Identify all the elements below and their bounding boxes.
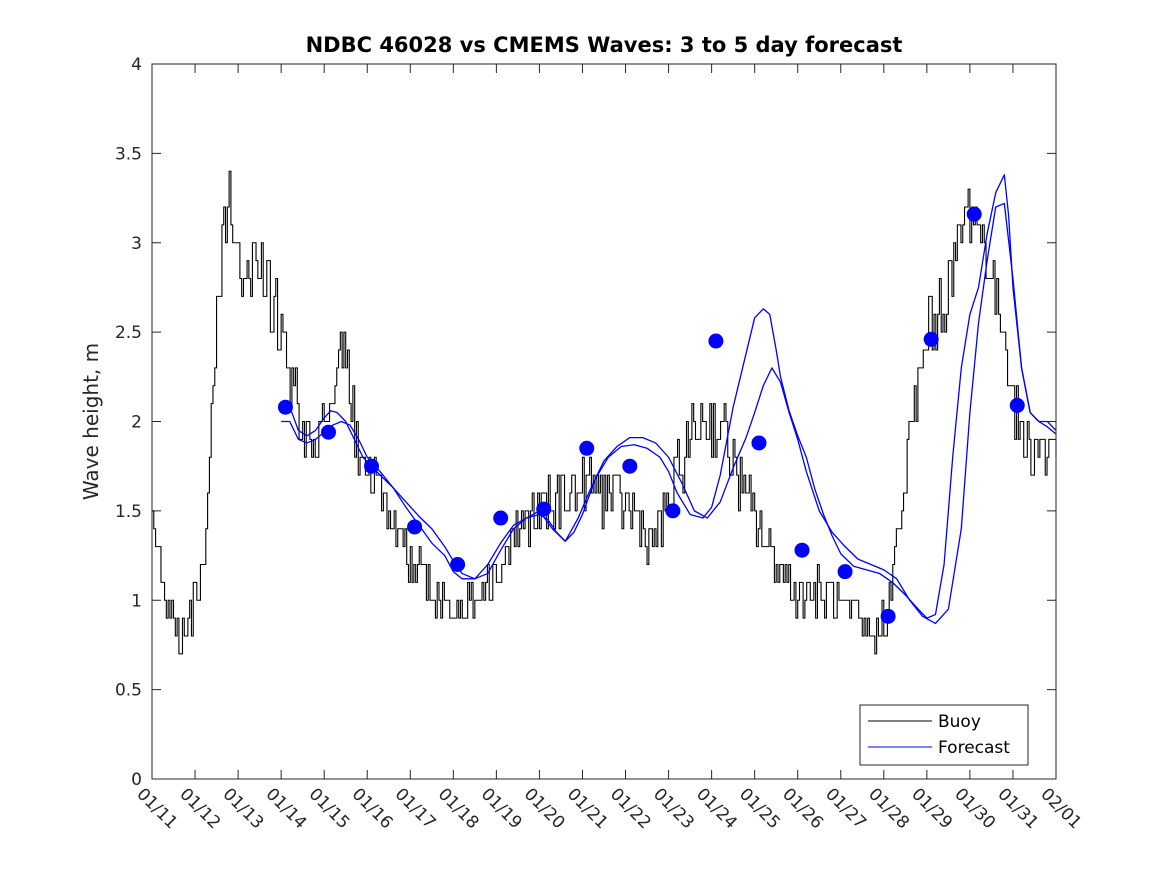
forecast-marker <box>1009 397 1025 413</box>
legend-box <box>859 704 1029 766</box>
series-line-forecast-a <box>280 174 1057 619</box>
legend: Buoy Forecast <box>859 704 1029 766</box>
series-line-forecast-b <box>281 202 1057 625</box>
series-line-buoy <box>152 170 1057 655</box>
forecast-marker <box>364 458 380 474</box>
chart-title: NDBC 46028 vs CMEMS Waves: 3 to 5 day fo… <box>306 33 903 57</box>
forecast-marker <box>751 435 767 451</box>
forecast-marker <box>277 399 293 415</box>
y-tick-label: 1.5 <box>115 502 142 522</box>
forecast-marker <box>407 519 423 535</box>
forecast-marker <box>321 424 336 440</box>
y-tick-label: 2.5 <box>115 323 142 343</box>
forecast-marker <box>794 542 810 558</box>
forecast-marker <box>923 331 939 347</box>
legend-forecast-label: Forecast <box>938 738 1010 758</box>
forecast-marker <box>708 333 724 349</box>
axes-box <box>151 63 1057 780</box>
forecast-marker <box>837 564 853 580</box>
y-tick-label: 0 <box>131 770 142 790</box>
forecast-marker <box>665 503 681 519</box>
y-tick-label: 3.5 <box>115 144 142 164</box>
forecast-marker <box>880 608 896 624</box>
legend-buoy-label: Buoy <box>938 712 981 732</box>
y-tick-label: 4 <box>131 55 142 75</box>
forecast-marker <box>450 557 466 572</box>
y-tick-label: 3 <box>131 234 142 254</box>
y-tick-label: 2 <box>131 413 142 433</box>
forecast-marker <box>579 440 595 456</box>
forecast-marker <box>966 206 982 222</box>
forecast-marker <box>493 510 509 526</box>
y-tick-label: 1 <box>131 591 142 611</box>
y-tick-label: 0.5 <box>115 681 142 701</box>
y-axis-label: Wave height, m <box>79 343 103 500</box>
series-layer <box>152 170 1057 655</box>
forecast-marker <box>536 501 552 517</box>
forecast-marker <box>622 458 638 474</box>
